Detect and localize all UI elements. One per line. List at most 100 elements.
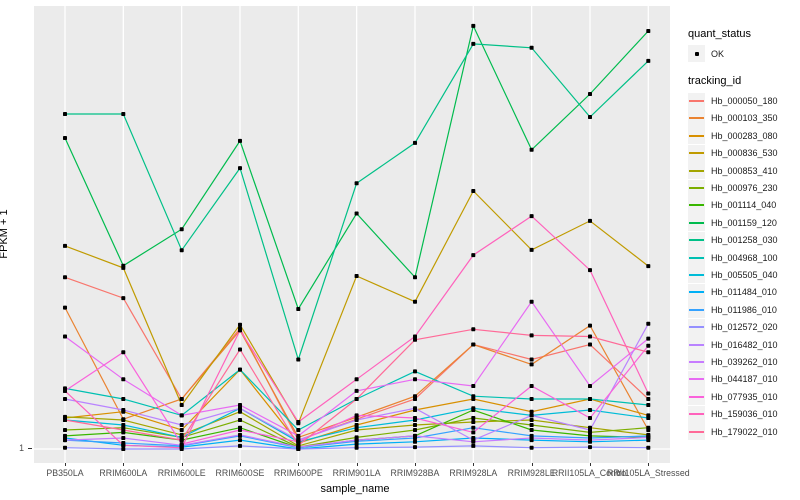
data-point xyxy=(354,274,359,278)
legend-item-Hb_039262_010: Hb_039262_010 xyxy=(688,353,800,371)
data-point xyxy=(588,218,592,223)
data-point xyxy=(471,420,476,424)
x-tick-mark xyxy=(239,463,241,466)
y-tick-label: 1 xyxy=(19,443,24,453)
legend-key-box xyxy=(688,109,705,127)
legend-key-line-icon xyxy=(689,152,704,155)
legend-item-label: Hb_000853_410 xyxy=(711,165,778,176)
data-point xyxy=(529,147,534,152)
legend-item-Hb_044187_010: Hb_044187_010 xyxy=(688,370,800,388)
data-point xyxy=(179,438,184,443)
data-point xyxy=(63,438,67,443)
data-point xyxy=(471,384,476,388)
legend-item-Hb_077935_010: Hb_077935_010 xyxy=(688,388,800,406)
legend-item-Hb_159036_010: Hb_159036_010 xyxy=(688,405,800,423)
legend-item-label: Hb_012572_020 xyxy=(711,322,778,333)
data-point xyxy=(588,438,592,443)
data-point xyxy=(529,428,534,432)
data-point xyxy=(471,406,476,411)
data-point xyxy=(588,92,592,96)
legend-item-label: Hb_000976_230 xyxy=(711,183,778,194)
data-point xyxy=(179,442,184,447)
legend-key-box xyxy=(688,318,705,336)
legend-key-line-icon xyxy=(689,169,704,172)
data-point xyxy=(296,420,301,424)
data-point xyxy=(413,369,417,374)
legend-key-box xyxy=(688,179,705,197)
data-point xyxy=(121,397,126,401)
legend-item-Hb_001114_040: Hb_001114_040 xyxy=(688,196,800,214)
data-point xyxy=(646,58,651,63)
legend-key-line-icon xyxy=(689,413,704,416)
data-point xyxy=(179,428,184,432)
legend-key-line-icon xyxy=(689,204,704,207)
line-chart xyxy=(34,6,670,463)
data-point xyxy=(588,334,592,339)
data-point xyxy=(354,181,359,186)
data-point xyxy=(121,296,126,301)
data-point xyxy=(529,436,534,440)
data-point xyxy=(529,214,534,219)
legend: quant_status OK tracking_id Hb_000050_18… xyxy=(688,28,800,440)
data-point xyxy=(471,327,476,332)
data-point xyxy=(296,443,301,448)
data-point xyxy=(588,416,592,420)
legend-item-label: Hb_044187_010 xyxy=(711,374,778,385)
data-point xyxy=(121,447,126,451)
data-point xyxy=(179,423,184,427)
data-point xyxy=(646,264,651,269)
legend-key-line-icon xyxy=(689,360,704,363)
data-point xyxy=(588,323,592,328)
data-point xyxy=(588,397,592,401)
legend-item-label: Hb_159036_010 xyxy=(711,409,778,420)
data-point xyxy=(63,243,67,248)
point-marker-icon xyxy=(694,51,699,56)
legend-item-Hb_012572_020: Hb_012572_020 xyxy=(688,318,800,336)
legend-item-Hb_001159_120: Hb_001159_120 xyxy=(688,214,800,232)
data-point xyxy=(413,416,417,420)
data-point xyxy=(646,321,651,326)
data-point xyxy=(121,408,126,412)
legend-item-label: Hb_000836_530 xyxy=(711,148,778,159)
data-point xyxy=(646,425,651,430)
data-point xyxy=(238,418,242,422)
x-tick-mark xyxy=(181,463,183,466)
legend-key-box xyxy=(688,283,705,301)
data-point xyxy=(529,409,534,414)
data-point xyxy=(179,413,184,418)
data-point xyxy=(529,445,534,450)
legend-key-line-icon xyxy=(689,221,704,224)
legend-item-Hb_000283_080: Hb_000283_080 xyxy=(688,127,800,145)
legend-item-Hb_016482_010: Hb_016482_010 xyxy=(688,336,800,354)
data-point xyxy=(354,425,359,430)
data-point xyxy=(646,336,651,341)
legend-key-box xyxy=(688,388,705,406)
data-point xyxy=(413,337,417,342)
data-point xyxy=(588,115,592,119)
data-point xyxy=(413,445,417,450)
x-tick-mark xyxy=(589,463,591,466)
legend-key-box xyxy=(688,231,705,249)
legend-key-line-icon xyxy=(689,308,704,311)
data-point xyxy=(354,397,359,401)
data-point xyxy=(471,394,476,399)
legend-key-box xyxy=(688,45,705,63)
legend-key-box xyxy=(688,301,705,319)
x-tick-mark xyxy=(473,463,475,466)
data-point xyxy=(121,377,126,382)
data-point xyxy=(413,433,417,438)
data-point xyxy=(179,403,184,407)
data-point xyxy=(179,445,184,450)
data-point xyxy=(238,138,242,143)
legend-key-line-icon xyxy=(689,100,704,103)
legend-key-box xyxy=(688,92,705,110)
legend-key-box xyxy=(688,162,705,180)
legend-key-line-icon xyxy=(689,430,704,433)
legend-key-line-icon xyxy=(689,291,704,294)
x-tick-mark xyxy=(414,463,416,466)
legend-item-Hb_179022_010: Hb_179022_010 xyxy=(688,423,800,440)
legend-item-label: Hb_016482_010 xyxy=(711,339,778,350)
legend-item-Hb_005505_040: Hb_005505_040 xyxy=(688,266,800,284)
legend-item-Hb_011986_010: Hb_011986_010 xyxy=(688,301,800,319)
